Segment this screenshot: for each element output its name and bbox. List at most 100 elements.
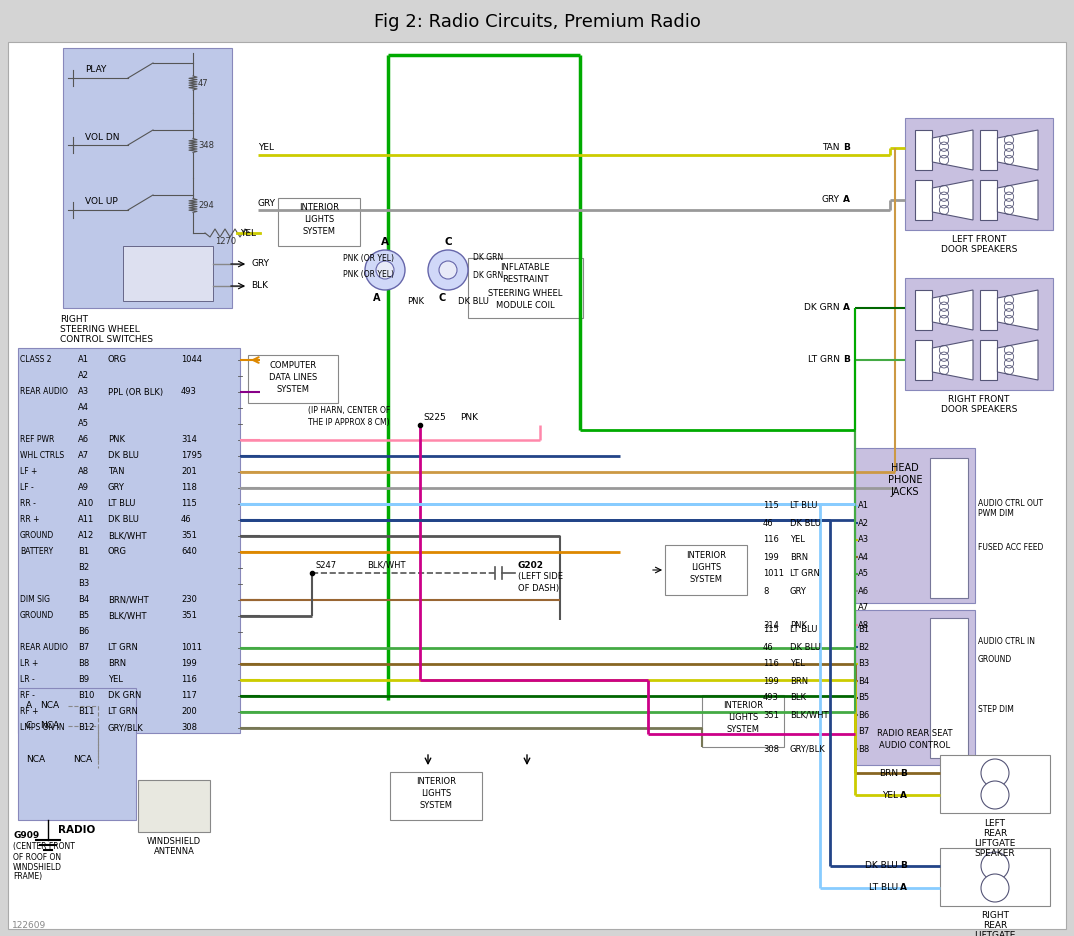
- Text: FRAME): FRAME): [13, 872, 42, 882]
- Text: INTERIOR: INTERIOR: [723, 700, 763, 709]
- Text: S225: S225: [423, 413, 446, 421]
- Circle shape: [365, 250, 405, 290]
- Text: A6: A6: [858, 587, 869, 595]
- Text: S247: S247: [315, 562, 336, 571]
- Text: A4: A4: [858, 552, 869, 562]
- Circle shape: [142, 275, 164, 297]
- Text: A9: A9: [78, 484, 89, 492]
- Text: DK BLU: DK BLU: [458, 298, 489, 306]
- Text: LF +: LF +: [20, 467, 38, 476]
- Text: B2: B2: [78, 563, 89, 573]
- Text: INTERIOR: INTERIOR: [416, 778, 456, 786]
- Circle shape: [429, 250, 468, 290]
- Text: A: A: [843, 196, 850, 204]
- Text: GRY: GRY: [251, 259, 268, 269]
- Text: GROUND: GROUND: [20, 532, 55, 540]
- Text: STEP DIM: STEP DIM: [978, 706, 1014, 714]
- Text: INFLATABLE: INFLATABLE: [500, 264, 550, 272]
- Text: TAN: TAN: [108, 467, 125, 476]
- Text: DOOR SPEAKERS: DOOR SPEAKERS: [941, 405, 1017, 415]
- Text: 46: 46: [182, 516, 191, 524]
- Text: HEAD: HEAD: [891, 463, 919, 473]
- Text: 115: 115: [182, 500, 197, 508]
- Text: YEL: YEL: [790, 535, 804, 545]
- Text: A8: A8: [78, 467, 89, 476]
- Text: LT GRN: LT GRN: [808, 356, 840, 364]
- Text: (IP HARN, CENTER OF: (IP HARN, CENTER OF: [308, 405, 390, 415]
- Bar: [905, 118, 1053, 230]
- Text: BLK/WHT: BLK/WHT: [108, 611, 146, 621]
- Text: RESTRAINT: RESTRAINT: [502, 275, 548, 285]
- Text: YEL: YEL: [108, 676, 122, 684]
- Polygon shape: [998, 180, 1037, 220]
- Polygon shape: [932, 290, 973, 330]
- Text: (CENTER FRONT: (CENTER FRONT: [13, 842, 75, 852]
- Text: BRN: BRN: [790, 552, 808, 562]
- Text: 348: 348: [198, 141, 214, 150]
- Text: PNK: PNK: [790, 621, 807, 630]
- Text: GROUND: GROUND: [978, 655, 1013, 665]
- Bar: [940, 848, 1050, 906]
- Text: REAR: REAR: [983, 828, 1007, 838]
- Text: 122609: 122609: [12, 922, 46, 930]
- Text: LT GRN: LT GRN: [108, 644, 137, 652]
- Text: TAN: TAN: [823, 143, 840, 153]
- Text: BLK/WHT: BLK/WHT: [790, 710, 828, 720]
- Text: GROUND: GROUND: [20, 611, 55, 621]
- Text: YEL: YEL: [240, 228, 256, 238]
- Text: LMPS ON IN: LMPS ON IN: [20, 724, 64, 733]
- Text: B1: B1: [858, 625, 869, 635]
- Bar: [930, 618, 968, 758]
- Text: B8: B8: [78, 660, 89, 668]
- Text: SYSTEM: SYSTEM: [690, 575, 723, 583]
- Text: B3: B3: [78, 579, 89, 589]
- Text: 115: 115: [763, 502, 779, 510]
- Text: GRY/BLK: GRY/BLK: [790, 744, 826, 753]
- Circle shape: [981, 781, 1008, 809]
- Text: LT GRN: LT GRN: [108, 708, 137, 716]
- Text: 314: 314: [763, 621, 779, 630]
- Text: B4: B4: [78, 595, 89, 605]
- Text: A2: A2: [78, 372, 89, 381]
- Text: REF PWR: REF PWR: [20, 435, 55, 445]
- Text: NCA: NCA: [40, 722, 59, 730]
- Text: RF -: RF -: [20, 692, 34, 700]
- Text: WINDSHIELD: WINDSHIELD: [147, 838, 201, 846]
- Text: 308: 308: [763, 744, 779, 753]
- Bar: [940, 755, 1050, 813]
- Text: GRY: GRY: [822, 196, 840, 204]
- Bar: [915, 130, 932, 170]
- Text: STEERING WHEEL: STEERING WHEEL: [488, 288, 562, 298]
- Text: ANTENNA: ANTENNA: [154, 847, 194, 856]
- Text: LEFT: LEFT: [985, 818, 1005, 827]
- Text: RADIO REAR SEAT: RADIO REAR SEAT: [877, 728, 953, 738]
- Text: LR +: LR +: [20, 660, 39, 668]
- Text: YEL: YEL: [790, 660, 804, 668]
- Bar: [665, 545, 748, 595]
- Text: 46: 46: [763, 519, 773, 528]
- Text: THE IP APPROX 8 CM): THE IP APPROX 8 CM): [308, 417, 390, 427]
- Bar: [979, 290, 998, 330]
- Text: B2: B2: [858, 642, 869, 651]
- Text: B9: B9: [78, 676, 89, 684]
- Text: B: B: [900, 861, 906, 870]
- Text: BLK: BLK: [790, 694, 806, 703]
- Text: C: C: [26, 722, 32, 730]
- Text: B6: B6: [78, 627, 89, 636]
- Text: YEL: YEL: [882, 791, 898, 799]
- Text: LIGHTS: LIGHTS: [421, 789, 451, 798]
- Bar: [248, 355, 338, 403]
- Text: DK GRN: DK GRN: [804, 303, 840, 313]
- Text: 117: 117: [182, 692, 197, 700]
- Text: A: A: [900, 884, 908, 893]
- Text: DOOR SPEAKERS: DOOR SPEAKERS: [941, 245, 1017, 255]
- Text: B: B: [843, 356, 850, 364]
- Text: B7: B7: [78, 644, 89, 652]
- Text: BLK: BLK: [251, 282, 268, 290]
- Text: B8: B8: [858, 744, 869, 753]
- Text: 1011: 1011: [763, 569, 784, 578]
- Bar: [979, 340, 998, 380]
- Text: PPL (OR BLK): PPL (OR BLK): [108, 388, 163, 397]
- Text: 351: 351: [763, 710, 779, 720]
- Circle shape: [148, 259, 158, 269]
